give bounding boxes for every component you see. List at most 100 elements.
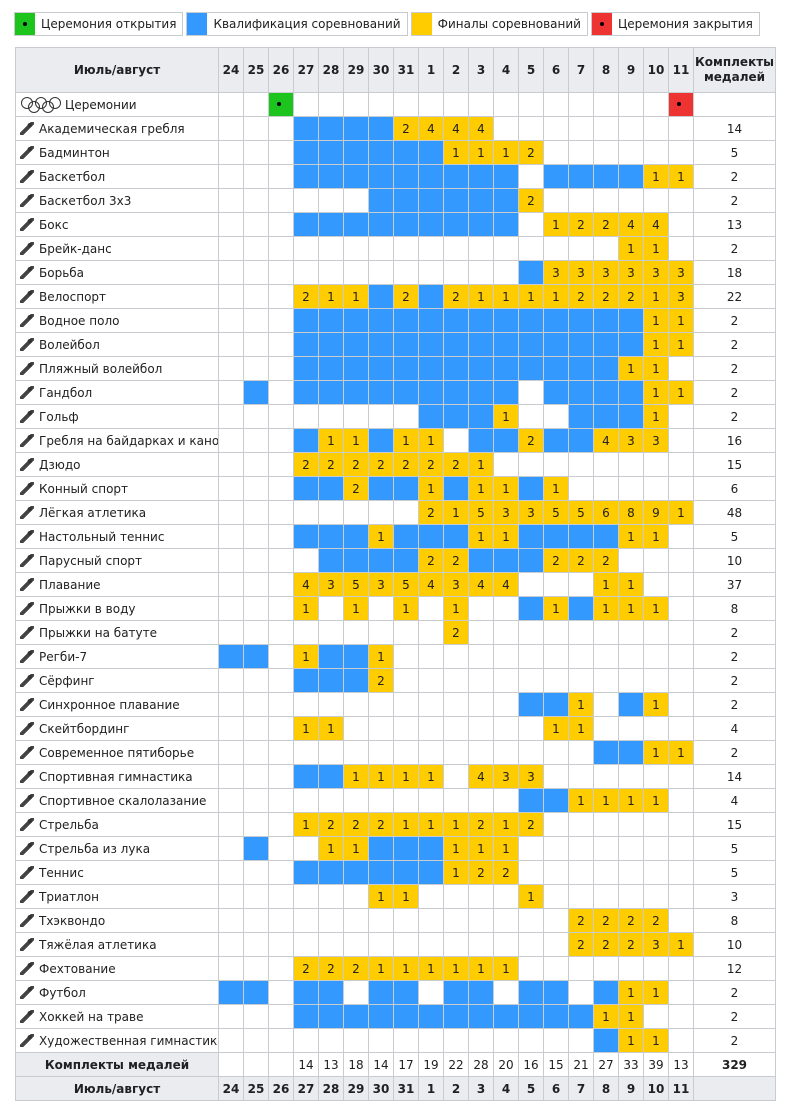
final-cell: 1	[443, 860, 469, 885]
sport-icon	[20, 1009, 34, 1023]
empty-cell	[218, 212, 244, 237]
qualification-cell	[618, 332, 644, 357]
empty-cell	[518, 620, 544, 645]
empty-cell	[218, 692, 244, 717]
empty-cell	[243, 668, 269, 693]
date-header: 30	[368, 47, 394, 93]
qualification-cell	[293, 764, 319, 789]
qualification-cell	[368, 284, 394, 309]
empty-cell	[668, 644, 694, 669]
final-cell: 1	[543, 284, 569, 309]
empty-cell	[218, 908, 244, 933]
empty-cell	[268, 548, 294, 573]
final-cell: 1	[368, 644, 394, 669]
qualification-cell	[318, 476, 344, 501]
qualification-cell	[343, 548, 369, 573]
sport-name: Настольный теннис	[39, 529, 165, 544]
empty-cell	[543, 92, 569, 117]
empty-cell	[493, 236, 519, 261]
empty-cell	[493, 668, 519, 693]
final-cell: 2	[368, 452, 394, 477]
empty-cell	[218, 404, 244, 429]
empty-cell	[218, 1004, 244, 1029]
empty-cell	[243, 692, 269, 717]
qualification-cell	[293, 668, 319, 693]
final-cell: 1	[518, 284, 544, 309]
empty-cell	[293, 92, 319, 117]
empty-cell	[668, 812, 694, 837]
day-total: 22	[443, 1052, 469, 1077]
empty-cell	[543, 644, 569, 669]
empty-cell	[618, 716, 644, 741]
sport-cell: Тхэквондо	[15, 908, 219, 933]
qualification-cell	[393, 476, 419, 501]
sport-row: Тхэквондо 2 2 2 2 8	[15, 908, 776, 933]
final-cell: 2	[618, 908, 644, 933]
qualification-cell	[618, 692, 644, 717]
final-cell: 1	[643, 596, 669, 621]
empty-cell	[493, 260, 519, 285]
medals-cell: 5	[693, 860, 776, 885]
sport-cell: Скейтбординг	[15, 716, 219, 741]
final-cell: 2	[593, 212, 619, 237]
qualification-cell	[493, 356, 519, 381]
empty-cell	[393, 260, 419, 285]
day-total: 33	[618, 1052, 644, 1077]
empty-cell	[318, 404, 344, 429]
sport-name: Пляжный волейбол	[39, 361, 163, 376]
empty-cell	[593, 956, 619, 981]
empty-cell	[493, 716, 519, 741]
qualification-cell	[493, 332, 519, 357]
sport-icon	[20, 793, 34, 807]
qualification-cell	[368, 476, 394, 501]
final-cell: 1	[543, 596, 569, 621]
final-cell: 4	[418, 572, 444, 597]
qualification-cell	[418, 524, 444, 549]
empty-cell	[518, 212, 544, 237]
qualification-cell	[368, 332, 394, 357]
empty-cell	[268, 452, 294, 477]
medals-cell	[693, 92, 776, 117]
final-cell: 5	[468, 500, 494, 525]
final-cell: 1	[368, 764, 394, 789]
empty-cell	[418, 668, 444, 693]
final-cell: 2	[418, 500, 444, 525]
qualification-cell	[243, 380, 269, 405]
empty-cell	[443, 92, 469, 117]
medals-cell: 2	[693, 668, 776, 693]
empty-cell	[393, 740, 419, 765]
empty-cell	[218, 860, 244, 885]
final-cell: 2	[593, 908, 619, 933]
empty-cell	[368, 788, 394, 813]
final-cell: 1	[643, 740, 669, 765]
empty-cell	[218, 188, 244, 213]
final-cell: 1	[468, 836, 494, 861]
qualification-cell	[293, 476, 319, 501]
empty-cell	[668, 668, 694, 693]
medals-cell: 2	[693, 332, 776, 357]
empty-cell	[293, 1028, 319, 1053]
sport-row: Конный спорт 2 1 1 1 1 6	[15, 476, 776, 501]
day-total: 28	[468, 1052, 494, 1077]
empty-cell	[368, 1028, 394, 1053]
final-cell: 2	[293, 284, 319, 309]
final-cell: 4	[418, 116, 444, 141]
sport-row: Фехтование 2 2 2 1 1 1 1 1 1 12	[15, 956, 776, 981]
empty-cell	[418, 644, 444, 669]
date-header: 10	[643, 47, 669, 93]
medals-cell: 2	[693, 980, 776, 1005]
empty-cell	[468, 932, 494, 957]
qualification-cell	[493, 548, 519, 573]
empty-cell	[368, 740, 394, 765]
qualification-cell	[293, 860, 319, 885]
empty-cell	[518, 164, 544, 189]
empty-cell	[668, 860, 694, 885]
empty-cell	[218, 260, 244, 285]
empty-cell	[568, 812, 594, 837]
qualification-cell	[518, 548, 544, 573]
qualification-cell	[393, 980, 419, 1005]
sport-row: Регби-7 1 1 2	[15, 644, 776, 669]
day-total: 27	[593, 1052, 619, 1077]
empty-cell	[318, 236, 344, 261]
empty-cell	[243, 452, 269, 477]
